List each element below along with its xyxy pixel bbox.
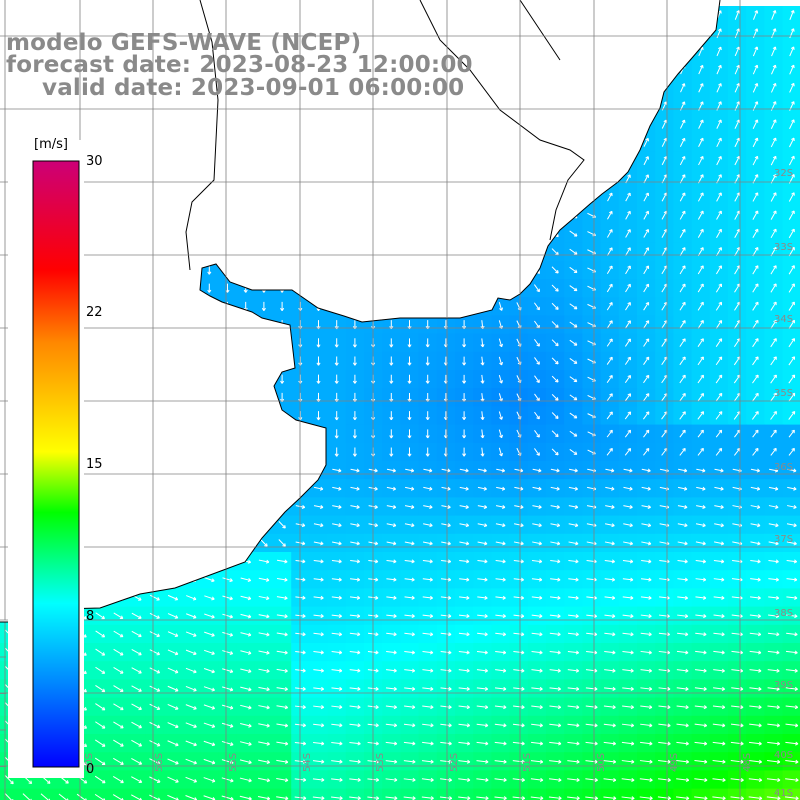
wind-speed-cell xyxy=(546,788,565,800)
longitude-label: 50S xyxy=(596,753,607,772)
wind-speed-cell xyxy=(455,788,474,800)
wind-speed-cell xyxy=(254,788,274,800)
latitude-label: 33S xyxy=(774,242,793,253)
wind-speed-cell xyxy=(728,788,747,800)
wind-speed-cell xyxy=(400,788,420,800)
longitude-label: 52S xyxy=(449,753,460,772)
wind-speed-cell xyxy=(345,788,365,800)
latitude-label: 38S xyxy=(774,608,793,619)
colorbar-unit: [m/s] xyxy=(34,137,68,152)
wind-speed-cell xyxy=(746,788,765,800)
longitude-label: 51S xyxy=(522,753,533,772)
longitude-label: 56S xyxy=(154,753,165,772)
colorbar-tick: 22 xyxy=(86,305,103,320)
title-valid-date: valid date: 2023-09-01 06:00:00 xyxy=(42,75,465,101)
wind-speed-cell xyxy=(709,788,729,800)
colorbar-tick: 30 xyxy=(86,154,103,169)
latitude-label: 32S xyxy=(774,168,793,179)
latitude-label: 35S xyxy=(774,388,793,399)
longitude-label: 53S xyxy=(375,753,386,772)
wind-speed-cell xyxy=(436,788,456,800)
latitude-label: 34S xyxy=(774,314,793,325)
wind-speed-cell xyxy=(618,788,638,800)
latitude-label: 40S xyxy=(774,750,793,761)
wind-speed-cell xyxy=(655,788,674,800)
colorbar-tick: 0 xyxy=(86,762,94,777)
wind-speed-cell xyxy=(582,788,602,800)
wind-speed-cell xyxy=(418,788,438,800)
longitude-label: 48S xyxy=(742,753,753,772)
longitude-label: 55S xyxy=(228,753,239,772)
colorbar-tick: 8 xyxy=(86,609,94,624)
wind-speed-cell xyxy=(527,788,547,800)
wind-speed-cell xyxy=(637,788,656,800)
wind-speed-cell xyxy=(382,788,401,800)
wind-speed-cell xyxy=(600,788,620,800)
longitude-label: 49S xyxy=(669,753,680,772)
wind-speed-cell xyxy=(473,788,492,800)
wind-speed-cell xyxy=(564,788,583,800)
latitude-label: 36S xyxy=(774,462,793,473)
wind-speed-cell xyxy=(673,788,693,800)
wind-speed-cell xyxy=(691,788,711,800)
colorbar-tick: 15 xyxy=(86,457,103,472)
colorbar-gradient xyxy=(32,160,80,768)
wind-speed-cell xyxy=(491,788,511,800)
wind-speed-cell xyxy=(309,788,329,800)
wind-speed-cell xyxy=(273,788,292,800)
longitude-label: 54S xyxy=(302,753,313,772)
wind-speed-cell xyxy=(509,788,529,800)
wind-speed-cell xyxy=(291,788,310,800)
latitude-label: 41S xyxy=(774,788,793,799)
latitude-label: 39S xyxy=(774,680,793,691)
latitude-label: 37S xyxy=(774,534,793,545)
wind-speed-cell xyxy=(327,788,347,800)
